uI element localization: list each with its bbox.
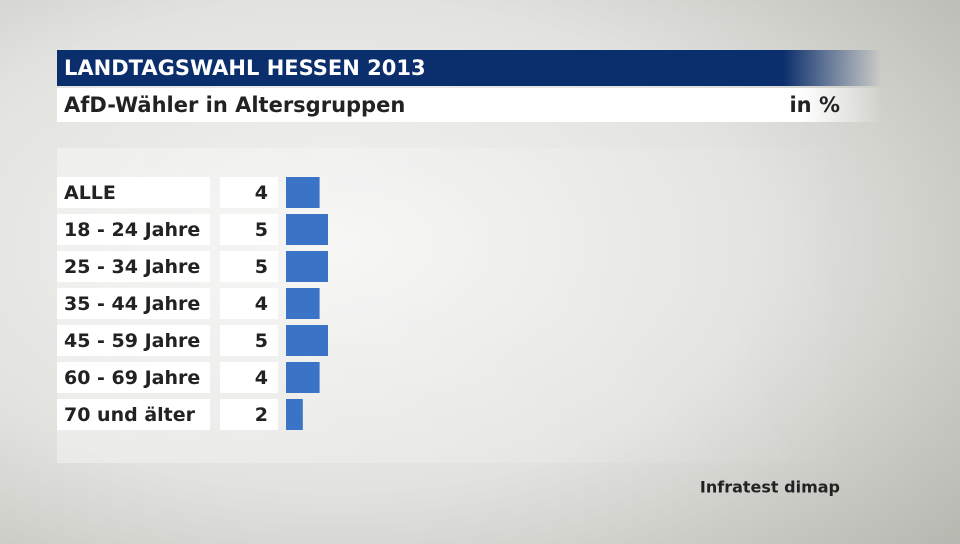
value-box <box>220 288 278 319</box>
value-box <box>220 325 278 356</box>
value-box <box>220 177 278 208</box>
subtitle-bar <box>57 88 882 122</box>
source: Infratest dimap <box>700 478 840 497</box>
label-box <box>57 251 210 282</box>
category-label: 60 - 69 Jahre <box>64 367 200 389</box>
label-box <box>57 325 210 356</box>
value-label: 4 <box>255 367 268 389</box>
value-box <box>220 251 278 282</box>
label-box <box>57 177 210 208</box>
unit-label: in % <box>789 93 840 117</box>
category-label: 25 - 34 Jahre <box>64 256 200 278</box>
value-label: 2 <box>255 404 268 426</box>
category-label: 70 und älter <box>64 404 196 426</box>
label-box <box>57 214 210 245</box>
value-box <box>220 214 278 245</box>
value-label: 5 <box>255 219 268 241</box>
bar <box>286 177 320 208</box>
bar <box>286 214 328 245</box>
bar <box>286 288 320 319</box>
chart-subtitle: AfD-Wähler in Altersgruppen <box>64 93 405 117</box>
category-label: 18 - 24 Jahre <box>64 219 200 241</box>
value-box <box>220 362 278 393</box>
bar <box>286 325 328 356</box>
category-label: ALLE <box>64 182 116 204</box>
bar <box>286 251 328 282</box>
value-label: 5 <box>255 256 268 278</box>
bar <box>286 362 320 393</box>
value-label: 4 <box>255 293 268 315</box>
bar <box>286 399 303 430</box>
category-label: 45 - 59 Jahre <box>64 330 200 352</box>
label-box <box>57 399 210 430</box>
value-label: 4 <box>255 182 268 204</box>
chart-title: LANDTAGSWAHL HESSEN 2013 <box>64 56 426 80</box>
label-box <box>57 362 210 393</box>
label-box <box>57 288 210 319</box>
header-bar <box>57 50 882 86</box>
value-box <box>220 399 278 430</box>
value-label: 5 <box>255 330 268 352</box>
category-label: 35 - 44 Jahre <box>64 293 200 315</box>
